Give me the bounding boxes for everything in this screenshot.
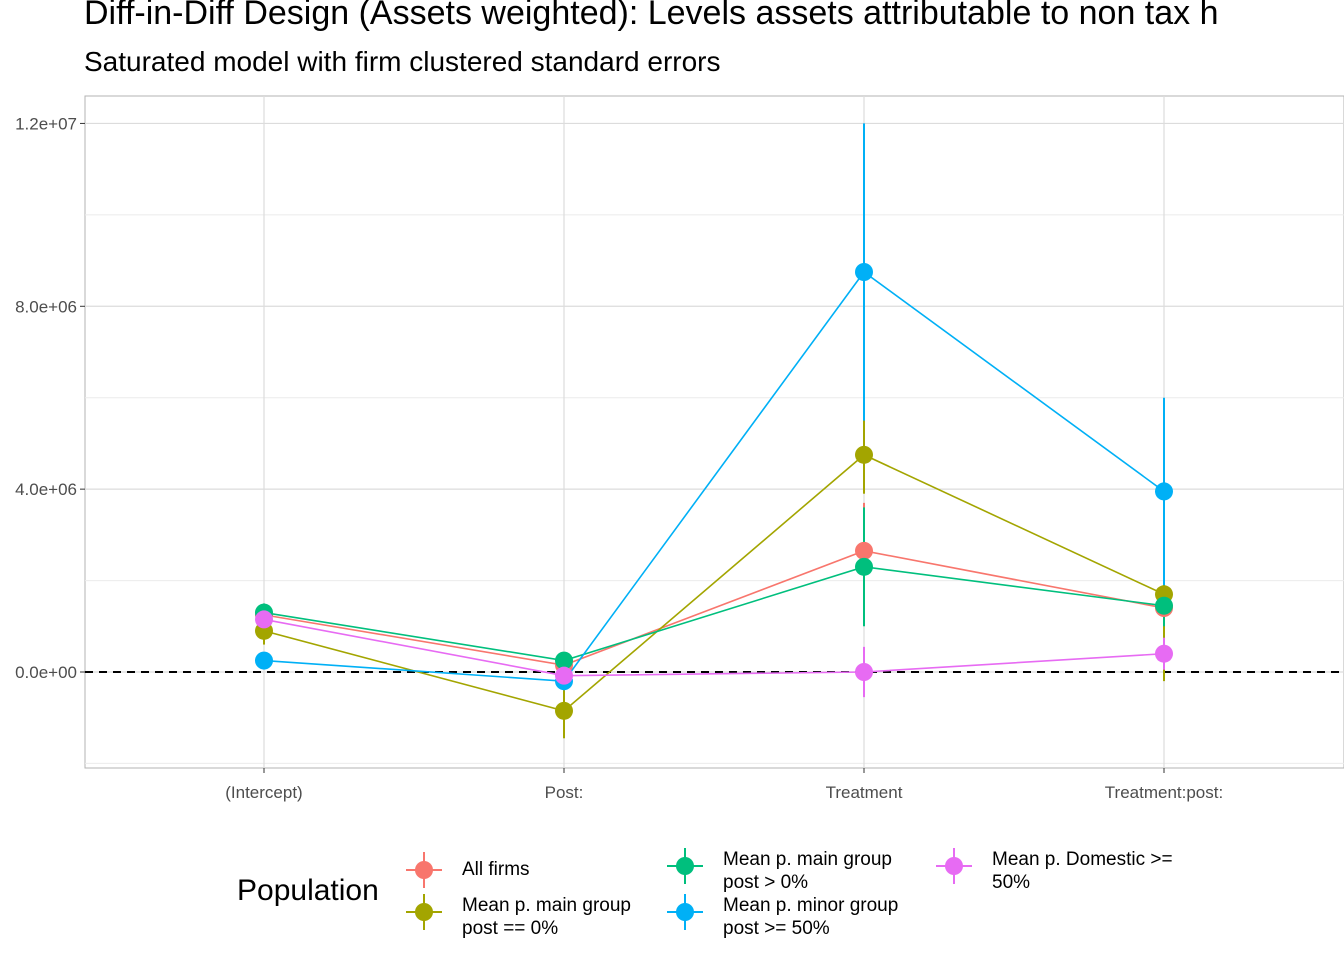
legend-key-point (676, 857, 694, 875)
plot-panel (84, 95, 1344, 769)
chart-subtitle: Saturated model with firm clustered stan… (84, 46, 721, 77)
series-line (263, 566, 1165, 662)
legend-title: Population (237, 874, 379, 907)
data-point (855, 663, 873, 681)
data-point (855, 541, 873, 560)
data-point (555, 651, 573, 670)
legend-key-all-firms (406, 852, 442, 888)
series-line (263, 618, 1165, 677)
legend-key-point (676, 903, 694, 921)
legend-item-all-firms: All firms (406, 852, 672, 888)
legend-key-point (945, 857, 963, 875)
legend-label: Mean p. main group post > 0% (723, 849, 892, 893)
data-point (1155, 644, 1173, 663)
legend-item-main-group-positive: Mean p. main group post > 0% (667, 848, 933, 894)
y-tick-label: 8.0e+06 (15, 297, 77, 316)
legend-item-minor-group: Mean p. minor group post >= 50% (667, 894, 933, 940)
legend-key-minor-group (667, 894, 703, 930)
series-line (263, 270, 1165, 682)
y-tick-label: 1.2e+07 (15, 114, 77, 133)
data-point (855, 445, 873, 464)
data-point (1155, 482, 1173, 501)
y-tick-label: 0.0e+00 (15, 663, 77, 682)
legend-key-domestic (936, 848, 972, 884)
x-tick-label: Post: (545, 783, 584, 802)
series-line (263, 550, 1165, 666)
data-point (255, 610, 273, 629)
legend-key-point (415, 903, 433, 921)
data-point (855, 263, 873, 281)
x-tick-label: (Intercept) (225, 783, 302, 802)
x-tick-label: Treatment:post: (1105, 783, 1223, 802)
legend-item-main-group-zero: Mean p. main group post == 0% (406, 894, 672, 940)
legend-label: Mean p. main group post == 0% (462, 895, 631, 939)
legend-key-main-group-positive (667, 848, 703, 884)
legend-item-domestic: Mean p. Domestic >= 50% (936, 848, 1202, 894)
data-point (255, 651, 273, 670)
data-point (555, 666, 573, 685)
data-point (855, 557, 873, 576)
legend-key-point (415, 861, 433, 879)
legend-label: All firms (462, 859, 530, 880)
legend-label: Mean p. minor group post >= 50% (723, 895, 899, 939)
y-tick-label: 4.0e+06 (15, 480, 77, 499)
data-point (1155, 596, 1173, 615)
chart-title: Diff-in-Diff Design (Assets weighted): L… (84, 0, 1219, 32)
legend-key-main-group-zero (406, 894, 442, 930)
data-point (555, 701, 573, 720)
legend-label: Mean p. Domestic >= 50% (992, 849, 1173, 893)
x-tick-label: Treatment (826, 783, 903, 802)
